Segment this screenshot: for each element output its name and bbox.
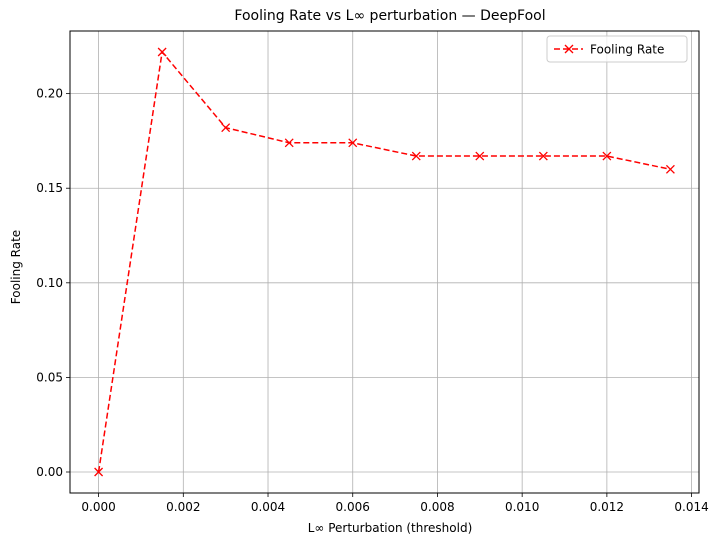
- chart-title: Fooling Rate vs L∞ perturbation — DeepFo…: [234, 8, 545, 24]
- data-point-marker: [538, 151, 548, 161]
- x-tick-label: 0.002: [166, 500, 200, 514]
- data-point-marker: [411, 151, 421, 161]
- y-tick-label: 0.20: [36, 87, 63, 101]
- plot-frame: [69, 30, 700, 494]
- data-point-marker: [475, 151, 485, 161]
- data-point-marker: [284, 138, 294, 148]
- y-axis-label: Fooling Rate: [9, 230, 23, 304]
- x-axis-ticks: 0.000 0.002 0.004 0.006 0.008 0.010 0.012 0.014: [81, 493, 709, 514]
- x-tick-label: 0.008: [420, 500, 454, 514]
- x-axis-label: L∞ Perturbation (threshold): [308, 521, 473, 535]
- y-tick-label: 0.00: [36, 465, 63, 479]
- data-point-marker: [157, 47, 167, 57]
- y-tick-label: 0.10: [36, 276, 63, 290]
- data-point-marker: [348, 138, 358, 148]
- data-point-marker: [221, 123, 231, 133]
- x-tick-label: 0.000: [81, 500, 115, 514]
- x-tick-label: 0.012: [590, 500, 624, 514]
- series-layer: [94, 47, 675, 477]
- x-tick-label: 0.004: [251, 500, 285, 514]
- data-point-marker: [665, 164, 675, 174]
- x-tick-label: 0.010: [505, 500, 539, 514]
- grid-lines: [70, 31, 699, 493]
- legend-label: Fooling Rate: [590, 43, 664, 57]
- series-line: [97, 50, 671, 473]
- legend-marker-x-icon: [564, 44, 574, 54]
- x-tick-label: 0.006: [336, 500, 370, 514]
- data-point-marker: [94, 467, 104, 477]
- legend: Fooling Rate: [546, 35, 688, 63]
- y-axis-ticks: 0.00 0.05 0.10 0.15 0.20: [36, 87, 70, 479]
- y-tick-label: 0.15: [36, 181, 63, 195]
- legend-box: [546, 35, 688, 63]
- y-tick-label: 0.05: [36, 370, 63, 384]
- x-tick-label: 0.014: [674, 500, 708, 514]
- data-point-marker: [602, 151, 612, 161]
